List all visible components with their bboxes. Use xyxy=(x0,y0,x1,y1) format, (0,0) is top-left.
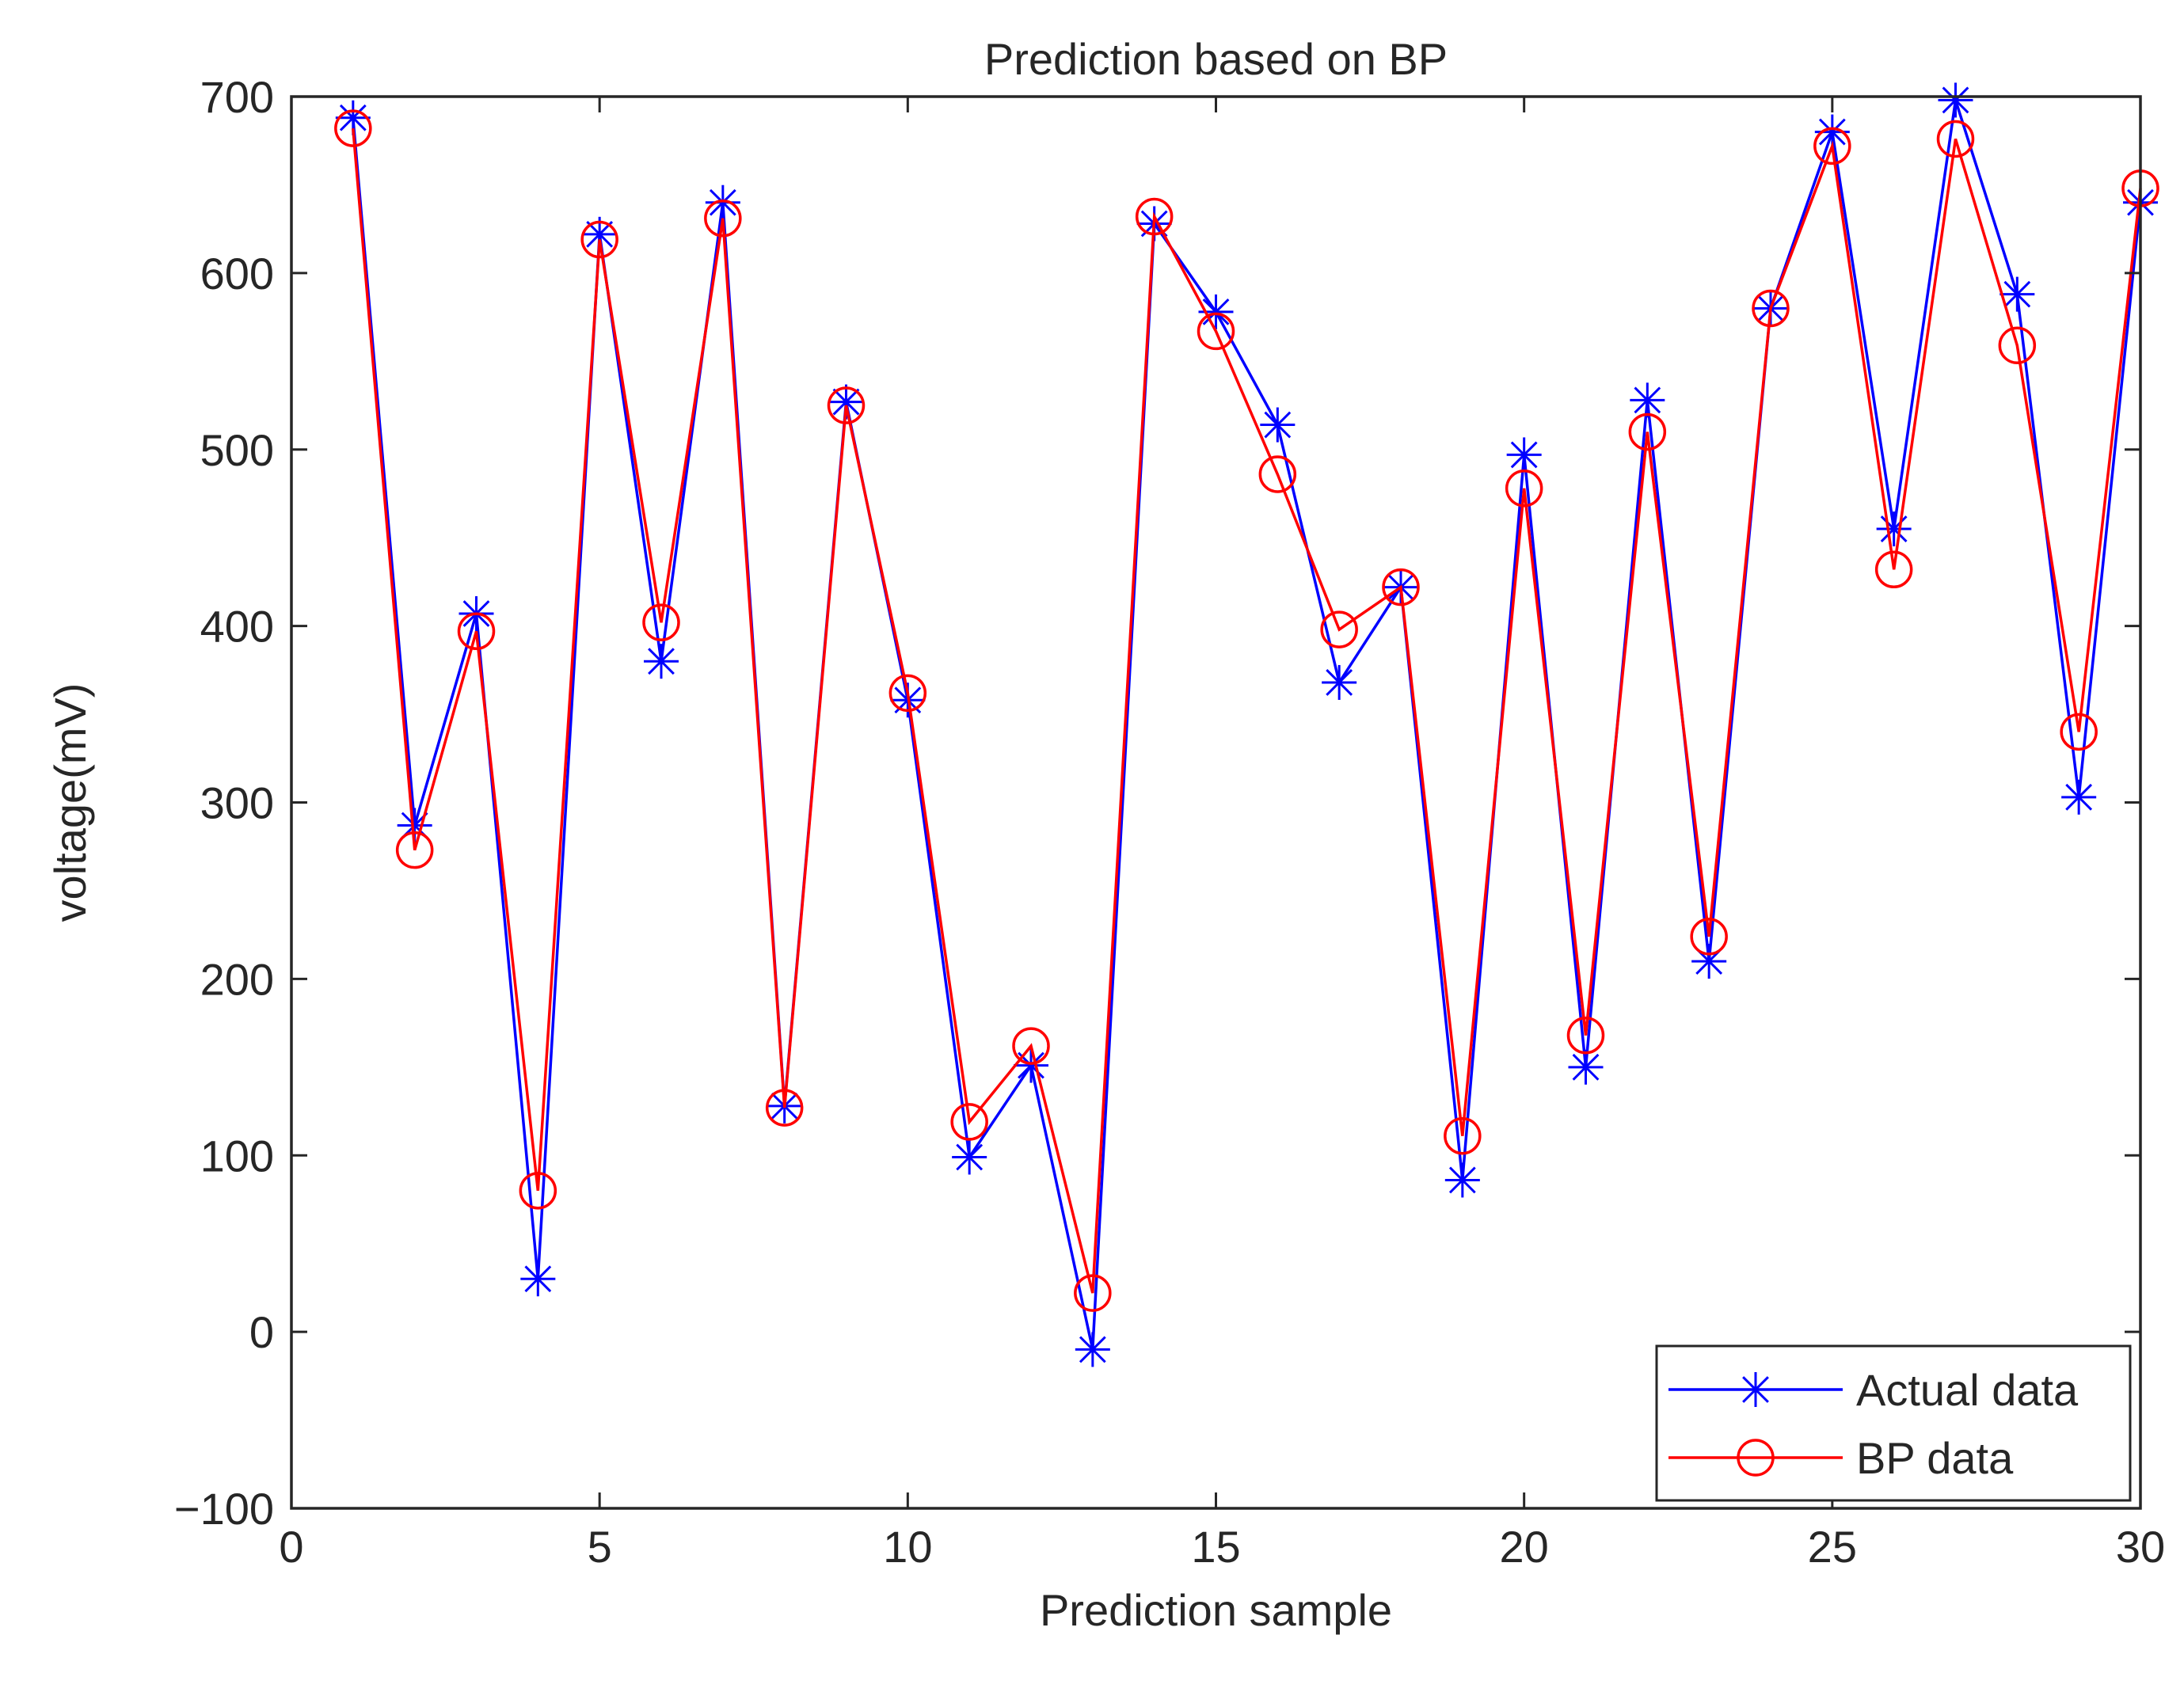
x-tick-label: 5 xyxy=(588,1522,612,1572)
data-point-actual xyxy=(1568,1049,1604,1085)
data-point-bp xyxy=(1320,610,1358,648)
data-point-bp xyxy=(519,1172,557,1210)
data-point-actual xyxy=(1322,664,1357,700)
data-point-bp xyxy=(1197,312,1235,351)
legend-item: Actual data xyxy=(1668,1365,2079,1415)
data-point-bp xyxy=(580,220,618,259)
x-tick-label: 30 xyxy=(2116,1522,2165,1572)
data-point-actual xyxy=(1444,1162,1480,1198)
data-point-actual xyxy=(1630,382,1665,418)
y-tick-label: −100 xyxy=(174,1484,274,1534)
data-point-actual xyxy=(705,184,740,220)
data-point-bp xyxy=(1566,1016,1605,1055)
y-tick-label: 700 xyxy=(200,72,274,122)
y-tick-label: 0 xyxy=(249,1307,274,1357)
y-tick-label: 200 xyxy=(200,954,274,1004)
data-point-bp xyxy=(1258,455,1297,493)
data-point-actual xyxy=(1014,1048,1048,1083)
axes-box xyxy=(290,95,2142,1510)
data-point-bp xyxy=(1505,470,1543,508)
legend-box xyxy=(1655,1344,2132,1502)
data-point-bp xyxy=(2060,713,2098,751)
data-point-bp xyxy=(1874,550,1913,589)
data-point-actual xyxy=(1876,511,1912,547)
data-point-actual xyxy=(644,644,679,679)
data-point-actual xyxy=(1506,437,1542,473)
legend: Actual data BP data xyxy=(1655,1344,2132,1502)
data-point-bp xyxy=(1074,1274,1112,1312)
legend-marker xyxy=(1737,1439,1775,1477)
data-point-bp xyxy=(1628,413,1667,451)
data-point-bp xyxy=(1135,197,1174,236)
data-point-actual xyxy=(1260,407,1296,443)
legend-label: Actual data xyxy=(1856,1365,2079,1415)
legend-item: BP data xyxy=(1668,1433,2014,1483)
data-point-bp xyxy=(704,200,742,238)
data-point-bp xyxy=(334,109,372,147)
data-point-actual xyxy=(1075,1332,1110,1367)
y-tick-label: 600 xyxy=(200,249,274,298)
data-point-bp xyxy=(1444,1116,1482,1155)
y-tick-label: 400 xyxy=(200,602,274,652)
data-point-bp xyxy=(1690,918,1728,956)
data-point-bp xyxy=(765,1089,804,1127)
x-tick-label: 10 xyxy=(883,1522,932,1572)
legend-label: BP data xyxy=(1856,1433,2014,1483)
chart-title: Prediction based on BP xyxy=(984,34,1448,84)
data-point-actual xyxy=(952,1139,987,1175)
legend-marker xyxy=(1738,1372,1773,1407)
y-tick-label: 500 xyxy=(200,425,274,475)
data-point-actual xyxy=(520,1261,556,1297)
data-point-bp xyxy=(1813,127,1851,165)
data-point-actual xyxy=(1999,276,2035,312)
data-point-bp xyxy=(1998,326,2037,365)
data-point-actual xyxy=(2061,779,2097,815)
data-point-actual xyxy=(1938,82,1973,118)
data-point-bp xyxy=(1752,289,1790,328)
data-point-bp xyxy=(950,1103,988,1141)
data-point-bp xyxy=(1382,568,1420,606)
x-tick-label: 15 xyxy=(1191,1522,1240,1572)
series-line xyxy=(352,127,2142,1294)
data-point-bp xyxy=(1936,120,1975,158)
data-point-bp xyxy=(395,831,434,869)
y-axis-label: voltage(mV) xyxy=(45,683,95,922)
x-tick-label: 25 xyxy=(1808,1522,1857,1572)
series-bp-data xyxy=(334,109,2159,1312)
series-line xyxy=(352,99,2142,1350)
data-point-bp xyxy=(642,603,680,641)
y-tick-label: 300 xyxy=(200,778,274,828)
y-tick-label: 100 xyxy=(200,1131,274,1181)
x-tick-label: 0 xyxy=(279,1522,303,1572)
x-axis-label: Prediction sample xyxy=(1040,1585,1392,1635)
x-tick-label: 20 xyxy=(1500,1522,1549,1572)
data-point-actual xyxy=(1691,944,1727,979)
data-point-bp xyxy=(888,674,927,713)
data-point-bp xyxy=(827,386,866,424)
data-point-actual xyxy=(1198,294,1234,329)
data-point-bp xyxy=(1012,1027,1050,1065)
data-point-bp xyxy=(457,612,496,651)
